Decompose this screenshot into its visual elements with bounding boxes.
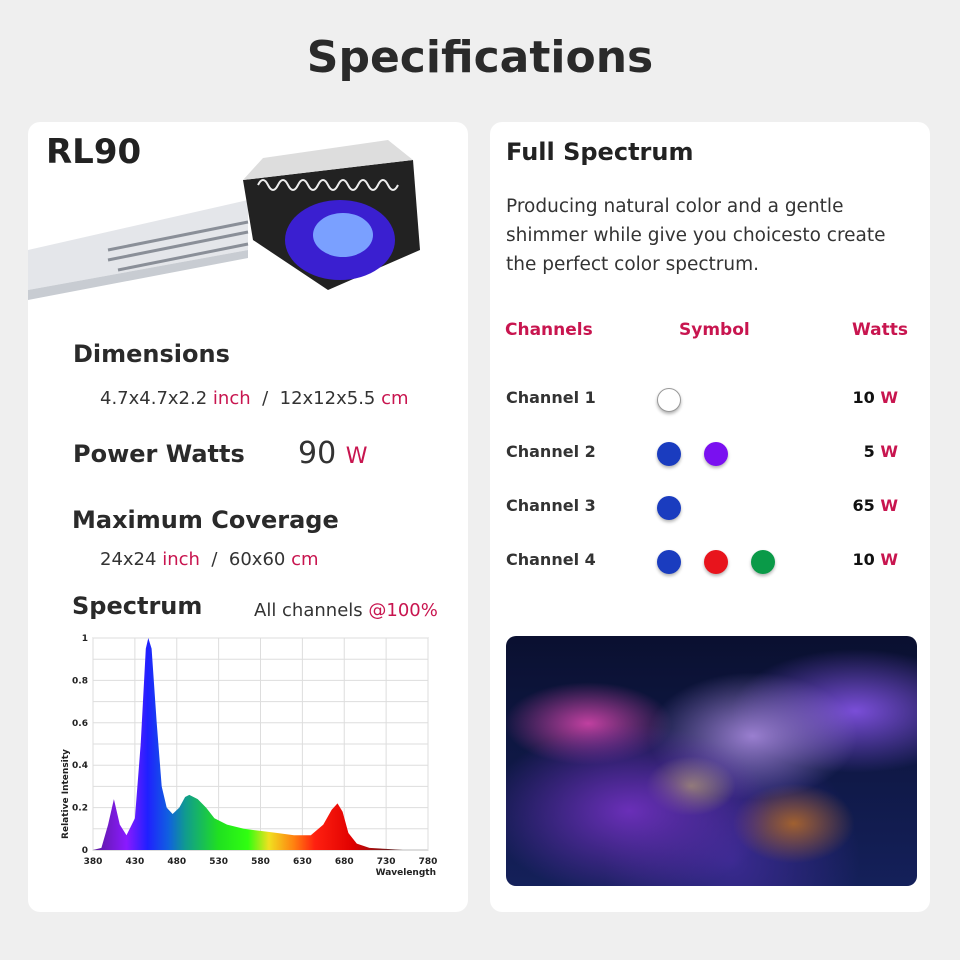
power-unit: W <box>345 444 368 469</box>
channel-watts: 10 W <box>853 550 899 569</box>
unit-cm: cm <box>381 388 409 409</box>
full-spectrum-title: Full Spectrum <box>506 138 694 166</box>
channel-color-dot <box>704 442 728 466</box>
channel-color-dot <box>657 550 681 574</box>
spectrum-label: Spectrum <box>72 592 203 620</box>
dimensions-inch: 4.7x4.7x2.2 <box>100 388 208 409</box>
product-card: RL90 Dimensions 4.7x4.7x2.2 inch / 12x12… <box>28 122 468 912</box>
channel-row: Channel 2 5 W <box>490 438 930 468</box>
light-fixture-image <box>28 140 420 300</box>
x-tick-label: 580 <box>251 857 270 867</box>
power-label: Power Watts <box>73 440 245 468</box>
page-title: Specifications <box>306 32 654 83</box>
watts-value: 65 <box>852 496 875 515</box>
watts-unit: W <box>880 442 898 461</box>
channel-watts: 5 W <box>864 442 898 461</box>
coverage-value: 24x24 inch / 60x60 cm <box>100 549 319 570</box>
x-tick-label: 430 <box>125 857 144 867</box>
y-tick-label: 0.4 <box>72 761 88 771</box>
x-tick-label: 530 <box>209 857 228 867</box>
header-channels: Channels <box>505 320 593 340</box>
channel-row: Channel 1 10 W <box>490 384 930 414</box>
power-value: 90 W <box>298 436 368 471</box>
spectrum-card: Full Spectrum Producing natural color an… <box>490 122 930 912</box>
spectrum-note-text: All channels <box>254 600 363 621</box>
channel-watts: 10 W <box>853 388 899 407</box>
channel-name: Channel 2 <box>506 442 596 461</box>
watts-value: 10 <box>852 388 875 407</box>
coverage-cm: 60x60 <box>228 549 286 570</box>
dimensions-cm: 12x12x5.5 <box>279 388 376 409</box>
power-number: 90 <box>298 436 337 471</box>
x-tick-label: 480 <box>167 857 186 867</box>
y-tick-label: 0 <box>82 846 88 856</box>
x-axis-label: Wavelength <box>376 868 436 878</box>
coral-reef-photo <box>506 636 917 886</box>
x-tick-label: 730 <box>377 857 396 867</box>
dimensions-value: 4.7x4.7x2.2 inch / 12x12x5.5 cm <box>100 388 409 409</box>
channel-color-dot <box>657 442 681 466</box>
model-name: RL90 <box>46 132 142 172</box>
y-axis-label: Relative Intensity <box>61 749 71 839</box>
x-tick-label: 680 <box>335 857 354 867</box>
y-tick-label: 0.6 <box>72 719 88 729</box>
y-tick-label: 0.2 <box>72 804 88 814</box>
channel-color-dot <box>657 388 681 412</box>
channel-color-dot <box>751 550 775 574</box>
channel-name: Channel 3 <box>506 496 596 515</box>
channel-color-dot <box>657 496 681 520</box>
spectrum-note: All channels @100% <box>254 600 438 621</box>
coverage-label: Maximum Coverage <box>72 506 339 534</box>
channel-color-dot <box>704 550 728 574</box>
coverage-inch: 24x24 <box>100 549 157 570</box>
unit-inch: inch <box>162 549 200 570</box>
spectrum-description: Producing natural color and a gentle shi… <box>506 196 886 275</box>
header-watts: Watts <box>852 320 908 340</box>
x-tick-label: 380 <box>84 857 103 867</box>
watts-unit: W <box>880 496 898 515</box>
channel-watts: 65 W <box>853 496 899 515</box>
x-tick-label: 780 <box>419 857 438 867</box>
channel-row: Channel 4 10 W <box>490 546 930 576</box>
header-symbol: Symbol <box>679 320 750 340</box>
spectrum-chart: 380 430 480 530 580 630 680 730 780 0 0.2 0.4 0.6 0.8… <box>61 634 438 878</box>
y-tick-label: 1 <box>82 634 88 644</box>
watts-unit: W <box>880 388 898 407</box>
watts-unit: W <box>880 550 898 569</box>
unit-inch: inch <box>212 388 251 409</box>
separator: / <box>262 388 269 409</box>
dimensions-label: Dimensions <box>73 340 230 368</box>
spectrum-note-accent: @100% <box>368 600 438 621</box>
separator: / <box>211 549 218 570</box>
channel-name: Channel 4 <box>506 550 596 569</box>
watts-value: 5 <box>863 442 875 461</box>
channel-name: Channel 1 <box>506 388 596 407</box>
y-tick-label: 0.8 <box>72 676 88 686</box>
unit-cm: cm <box>291 549 319 570</box>
watts-value: 10 <box>852 550 875 569</box>
x-tick-label: 630 <box>293 857 312 867</box>
channel-row: Channel 3 65 W <box>490 492 930 522</box>
